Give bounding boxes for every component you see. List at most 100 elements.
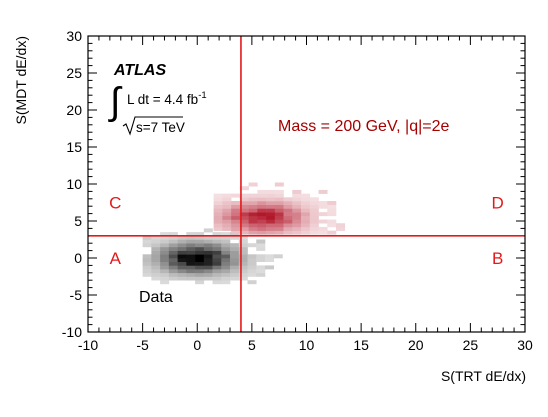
signal-bin xyxy=(231,223,241,228)
signal-bin xyxy=(274,230,284,235)
data-bin xyxy=(230,235,240,240)
signal-bin xyxy=(248,226,258,231)
data-bin xyxy=(212,258,222,262)
signal-bin xyxy=(318,212,328,217)
signal-bin xyxy=(274,201,284,206)
signal-bin xyxy=(257,219,267,224)
signal-bin xyxy=(309,204,319,209)
y-tick-label: 30 xyxy=(66,28,82,44)
data-bin xyxy=(203,269,213,274)
data-bin xyxy=(168,235,178,240)
data-bin xyxy=(160,254,170,259)
data-bin xyxy=(186,258,196,262)
data-bin xyxy=(238,269,248,274)
data-bin xyxy=(256,254,266,259)
signal-bin xyxy=(213,219,223,224)
signal-bin xyxy=(239,208,249,213)
data-bin xyxy=(212,232,222,237)
data-bin xyxy=(186,232,196,237)
signal-bin xyxy=(266,219,276,224)
data-bin xyxy=(238,258,248,262)
data-bin xyxy=(221,246,231,251)
signal-bin xyxy=(292,193,302,198)
data-bin xyxy=(160,280,170,285)
data-bin xyxy=(247,265,257,270)
data-bin xyxy=(142,239,152,244)
data-bin xyxy=(151,235,161,240)
data-bin xyxy=(177,250,187,255)
luminosity-label: L dt = 4.4 fb-1 xyxy=(127,90,207,107)
signal-bin xyxy=(257,201,267,206)
signal-bin xyxy=(292,226,302,231)
signal-bin xyxy=(248,193,258,198)
signal-bin xyxy=(257,204,267,209)
data-bin xyxy=(160,269,170,274)
y-axis-label: S(MDT dE/dx) xyxy=(13,36,29,124)
signal-bin xyxy=(239,230,249,235)
signal-bin xyxy=(222,193,232,198)
signal-bin xyxy=(222,215,232,220)
x-tick-label: 20 xyxy=(408,337,424,353)
data-bin xyxy=(256,272,266,277)
data-bin xyxy=(247,280,257,285)
data-bin xyxy=(186,272,196,277)
signal-bin xyxy=(327,223,337,228)
signal-bin xyxy=(231,208,241,213)
signal-bin xyxy=(257,226,267,231)
data-bin xyxy=(160,246,170,251)
region-labels: A B C D xyxy=(109,194,504,269)
signal-bin xyxy=(257,193,267,198)
data-bin xyxy=(230,254,240,259)
data-bin xyxy=(247,243,257,248)
signal-bin xyxy=(257,223,267,228)
data-bin xyxy=(203,272,213,277)
data-bin xyxy=(186,276,196,281)
data-bin xyxy=(151,269,161,274)
data-bin xyxy=(230,265,240,270)
signal-bin xyxy=(301,215,311,220)
signal-bin xyxy=(239,215,249,220)
signal-bin xyxy=(213,201,223,206)
signal-bin xyxy=(231,204,241,209)
data-bin xyxy=(142,261,152,266)
data-bin xyxy=(256,265,266,270)
data-bin xyxy=(160,235,170,240)
signal-bin xyxy=(327,219,337,224)
data-bin xyxy=(160,232,170,237)
data-bin xyxy=(212,246,222,251)
signal-bin xyxy=(266,189,276,194)
x-tick-label: 5 xyxy=(248,337,256,353)
signal-bin xyxy=(301,226,311,231)
region-label-d: D xyxy=(492,194,504,213)
signal-bin xyxy=(336,226,346,231)
data-bin xyxy=(256,243,266,248)
y-tick-label: -5 xyxy=(70,287,83,303)
x-axis-label: S(TRT dE/dx) xyxy=(441,368,526,384)
signal-bin xyxy=(318,204,328,209)
data-bin xyxy=(160,272,170,277)
signal-bin xyxy=(257,230,267,235)
data-bin xyxy=(256,239,266,244)
data-bin xyxy=(177,261,187,266)
signal-bin xyxy=(213,212,223,217)
signal-bin xyxy=(327,204,337,209)
signal-bin xyxy=(292,219,302,224)
data-bin xyxy=(151,261,161,266)
data-bin xyxy=(221,239,231,244)
data-bin xyxy=(168,258,178,262)
data-bin xyxy=(238,272,248,277)
signal-bin xyxy=(222,201,232,206)
data-bin xyxy=(221,265,231,270)
data-bin xyxy=(151,243,161,248)
signal-bin xyxy=(257,189,267,194)
data-bin xyxy=(195,261,205,266)
data-bin xyxy=(230,246,240,251)
data-bin xyxy=(238,239,248,244)
data-bin xyxy=(168,261,178,266)
signal-bin xyxy=(266,193,276,198)
signal-bin xyxy=(239,204,249,209)
data-bin xyxy=(230,261,240,266)
y-tick-label: 15 xyxy=(66,139,82,155)
data-bin xyxy=(177,276,187,281)
signal-bin xyxy=(266,226,276,231)
